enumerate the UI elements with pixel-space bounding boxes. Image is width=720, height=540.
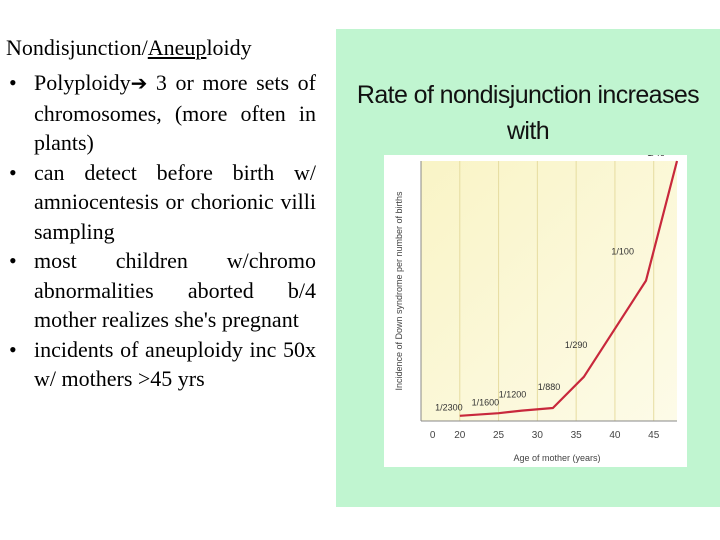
bullet-dot-icon: •: [9, 248, 17, 273]
title-prefix: Nondisjunction/: [6, 35, 148, 60]
x-tick-label: 30: [532, 430, 544, 441]
data-label: 1/1600: [472, 397, 500, 407]
bullet-text: can detect before birth w/ amniocentesis…: [34, 159, 316, 244]
data-label: 1/100: [611, 247, 634, 257]
bullet-item: • most children w/chromo abnormalities ab…: [6, 246, 316, 335]
down-syndrome-chart: 0 20 25 30 35 40 45 Age of mother (years) Incide…: [384, 155, 687, 467]
bullet-dot-icon: •: [9, 336, 17, 362]
title-suffix: loidy: [206, 35, 252, 60]
bullet-item: • Polyploidy➔ 3 or more sets of chromosom…: [6, 68, 316, 158]
x-tick-label: 35: [571, 430, 583, 441]
bullet-text-after: 3 or more sets of chromosomes, (more oft…: [34, 70, 316, 155]
bullet-text: incidents of aneuploidy inc 50x w/ mothe…: [34, 336, 316, 392]
slide-title: Nondisjunction/Aneuploidy: [6, 34, 252, 62]
title-underlined: Aneup: [147, 35, 207, 60]
x-tick-label: 40: [609, 430, 621, 441]
bullet-list: • Polyploidy➔ 3 or more sets of chromosom…: [6, 68, 316, 394]
bullet-item: • can detect before birth w/ amniocentesi…: [6, 158, 316, 247]
data-label: 1/46: [647, 155, 665, 158]
series-line: [459, 160, 679, 417]
bullet-dot-icon: •: [9, 70, 17, 95]
x-tick-label: 25: [493, 430, 505, 441]
bullet-text-before: Polyploidy: [34, 70, 131, 95]
x-axis-label: Age of mother (years): [513, 453, 600, 463]
bullet-item: • incidents of aneuploidy inc 50x w/ moth…: [6, 335, 316, 394]
bullet-text: most children w/chromo abnormalities abo…: [34, 248, 316, 332]
data-label: 1/880: [538, 382, 561, 392]
arrow-right-icon: ➔: [130, 71, 148, 95]
data-label: 1/290: [565, 340, 588, 350]
bullet-dot-icon: •: [9, 159, 17, 185]
x-tick-label: 45: [648, 430, 660, 441]
x-tick-label: 20: [454, 430, 466, 441]
data-label: 1/1200: [499, 390, 527, 400]
plot-area: [421, 161, 677, 421]
data-label: 1/2300: [435, 403, 463, 413]
x-tick-label: 0: [430, 430, 436, 441]
figure-title-line1: Rate of nondisjunction increases with: [356, 81, 700, 145]
y-axis-label: Incidence of Down syndrome per number of…: [394, 191, 404, 391]
